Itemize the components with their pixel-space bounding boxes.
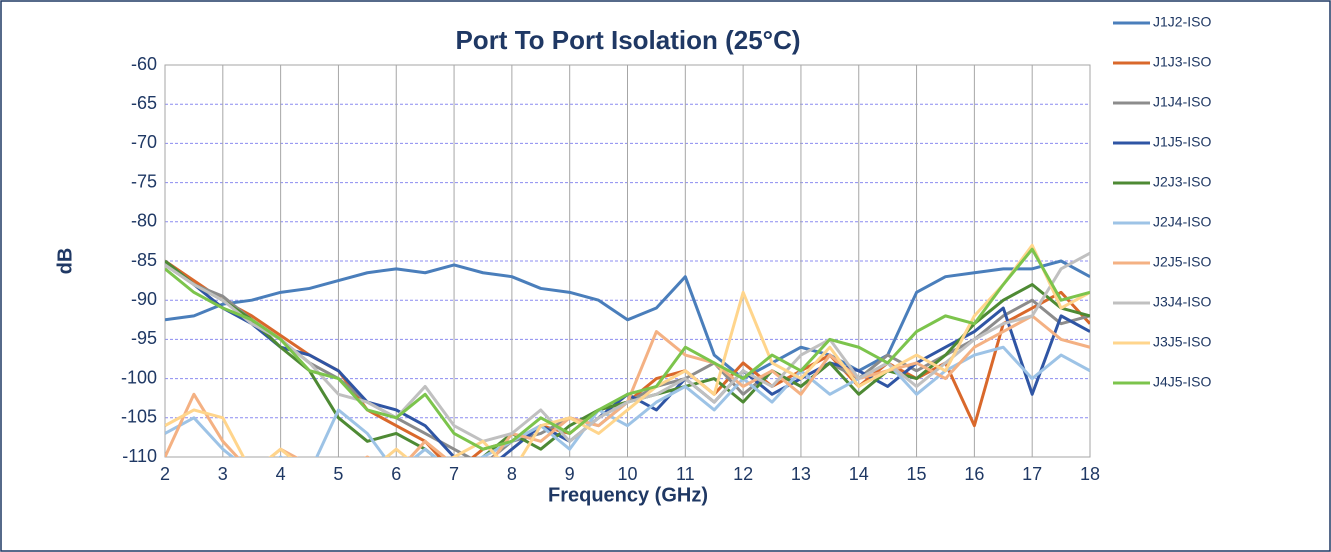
legend-label: J2J5-ISO bbox=[1153, 254, 1211, 270]
legend-label: J2J4-ISO bbox=[1153, 214, 1211, 230]
x-tick-label: 4 bbox=[276, 464, 286, 484]
legend-label: J1J3-ISO bbox=[1153, 54, 1211, 70]
x-tick-label: 16 bbox=[964, 464, 984, 484]
y-tick-label: -100 bbox=[121, 367, 157, 387]
legend-label: J1J5-ISO bbox=[1153, 134, 1211, 150]
x-tick-label: 9 bbox=[565, 464, 575, 484]
x-tick-label: 14 bbox=[849, 464, 869, 484]
legend-label: J1J2-ISO bbox=[1153, 14, 1211, 30]
y-tick-label: -110 bbox=[122, 446, 157, 466]
y-tick-label: -75 bbox=[131, 171, 157, 191]
plot-area bbox=[165, 243, 1090, 457]
y-tick-label: -90 bbox=[131, 289, 157, 309]
legend-label: J2J3-ISO bbox=[1153, 174, 1211, 190]
y-tick-label: -85 bbox=[131, 250, 157, 270]
y-tick-label: -95 bbox=[131, 328, 157, 348]
legend-label: J1J4-ISO bbox=[1153, 94, 1211, 110]
x-tick-label: 5 bbox=[333, 464, 343, 484]
legend-label: J4J5-ISO bbox=[1153, 374, 1211, 390]
y-tick-label: -65 bbox=[131, 93, 157, 113]
y-tick-label: -60 bbox=[131, 54, 157, 74]
x-tick-label: 17 bbox=[1022, 464, 1042, 484]
y-axis-label: dB bbox=[54, 248, 76, 275]
legend-label: J3J5-ISO bbox=[1153, 334, 1211, 350]
y-tick-label: -70 bbox=[131, 132, 157, 152]
x-tick-label: 7 bbox=[449, 464, 459, 484]
x-tick-label: 10 bbox=[617, 464, 637, 484]
x-tick-label: 3 bbox=[218, 464, 228, 484]
series-line bbox=[165, 243, 1090, 457]
x-tick-label: 12 bbox=[733, 464, 753, 484]
y-tick-label: -80 bbox=[131, 211, 157, 231]
legend-label: J3J4-ISO bbox=[1153, 294, 1211, 310]
x-axis-label: Frequency (GHz) bbox=[548, 484, 708, 506]
x-tick-label: 11 bbox=[676, 464, 695, 484]
x-tick-label: 8 bbox=[507, 464, 517, 484]
x-tick-label: 13 bbox=[791, 464, 811, 484]
chart-title: Port To Port Isolation (25°C) bbox=[455, 25, 800, 55]
series-line bbox=[165, 345, 1090, 457]
series-line bbox=[165, 247, 1090, 451]
x-tick-label: 2 bbox=[160, 464, 170, 484]
x-tick-label: 6 bbox=[391, 464, 401, 484]
x-tick-label: 15 bbox=[907, 464, 927, 484]
y-tick-label: -105 bbox=[121, 407, 157, 427]
x-tick-label: 18 bbox=[1080, 464, 1100, 484]
series-line bbox=[165, 259, 1090, 381]
